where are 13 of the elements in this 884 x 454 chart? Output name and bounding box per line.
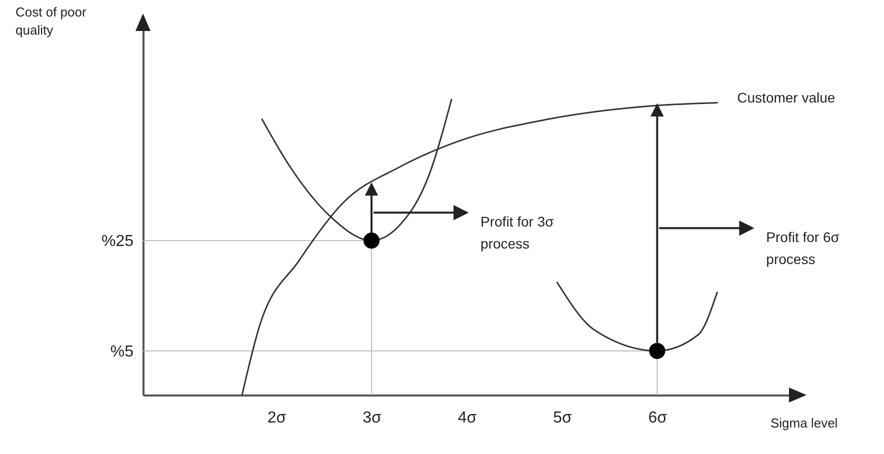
y-tick-label: %5 (110, 343, 134, 360)
x-tick-label: 2σ (267, 410, 286, 426)
x-tick-label: 6σ (648, 410, 668, 426)
annotation: Profit for 6σ process (766, 229, 840, 268)
line-series (241, 102, 718, 396)
x-tick-label: 4σ (458, 410, 477, 426)
y-axis-title: Cost of poor quality (16, 4, 87, 38)
x-tick-label: 3σ (362, 410, 382, 426)
series-label: Customer value (737, 90, 836, 106)
x-tick-label: 5σ (553, 410, 572, 426)
annotation: Profit for 3σ process (480, 214, 554, 252)
y-tick-label: %25 (101, 233, 134, 250)
x-axis-title: Sigma level (770, 416, 838, 430)
